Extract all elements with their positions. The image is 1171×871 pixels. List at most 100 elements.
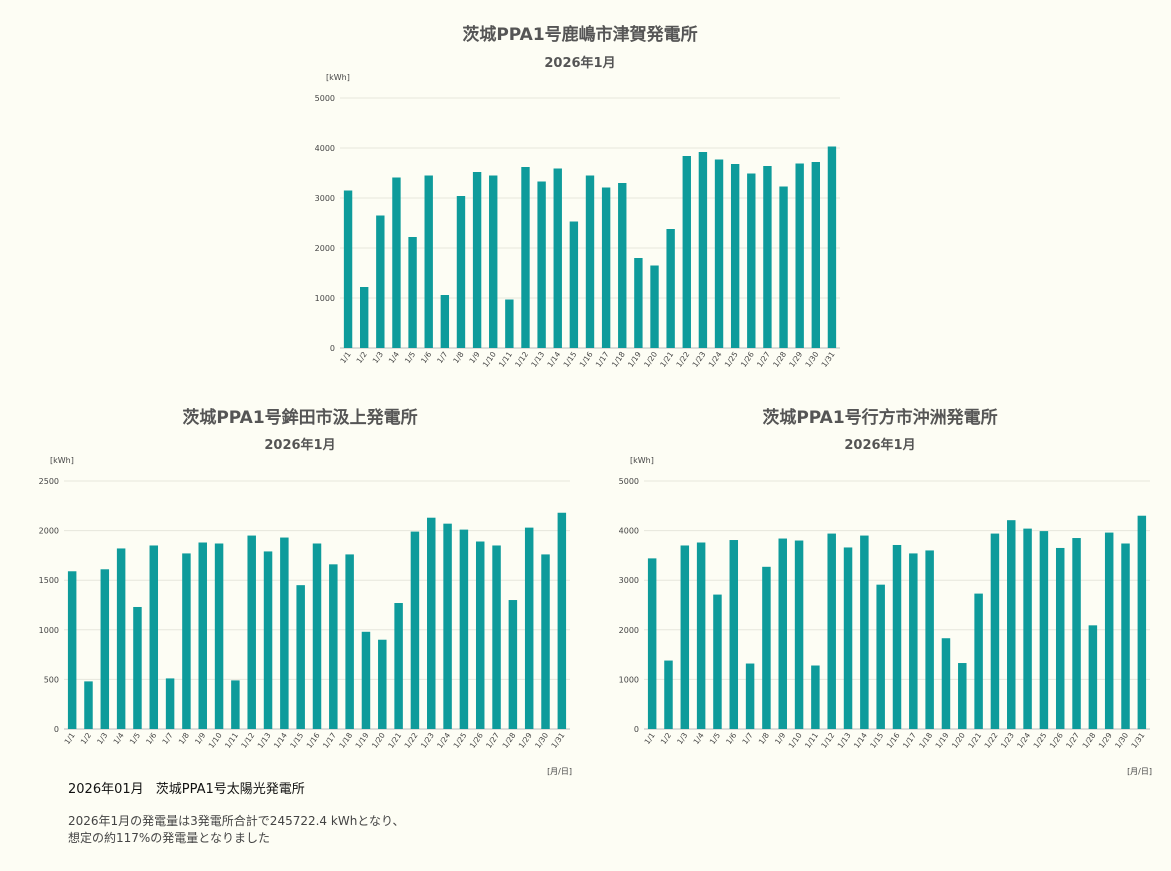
bar <box>214 543 224 729</box>
x-tick-label: 1/25 <box>1032 731 1049 750</box>
y-tick-label: 2000 <box>619 626 639 635</box>
x-tick-label: 1/19 <box>354 731 371 750</box>
x-tick-label: 1/4 <box>111 731 125 746</box>
bar <box>601 187 611 348</box>
bar <box>827 146 837 348</box>
bar <box>505 299 514 348</box>
y-tick-label: 1500 <box>39 576 59 585</box>
bar <box>762 566 771 729</box>
bar <box>557 512 567 729</box>
bar <box>537 181 546 348</box>
bar <box>811 665 820 729</box>
bar <box>634 258 643 348</box>
x-tick-label: 1/12 <box>819 731 836 750</box>
y-tick-label: 2500 <box>39 477 59 486</box>
bar <box>541 554 550 729</box>
x-tick-label: 1/30 <box>1113 731 1130 750</box>
x-tick-label: 1/28 <box>500 731 517 750</box>
bar <box>133 606 142 729</box>
bar <box>779 186 788 348</box>
bar <box>378 639 387 729</box>
summary-text: 2026年1月の発電量は3発電所合計で245722.4 kWhとなり、 想定の約… <box>68 813 404 847</box>
bar <box>876 584 885 729</box>
x-tick-label: 1/5 <box>708 731 722 746</box>
bar <box>1104 532 1114 729</box>
x-tick-label: 1/23 <box>419 731 436 750</box>
y-tick-label: 0 <box>634 725 639 734</box>
bar <box>361 631 371 729</box>
x-tick-label: 1/19 <box>934 731 951 750</box>
x-tick-label: 1/22 <box>674 350 691 369</box>
x-tick-label: 1/9 <box>467 350 481 365</box>
bar <box>247 535 256 729</box>
chart-subtitle: 2026年1月 <box>544 56 616 71</box>
summary-plant: 茨城PPA1号太陽光発電所 <box>155 782 305 797</box>
y-tick-label: 4000 <box>619 527 639 536</box>
bar <box>345 554 354 729</box>
bar <box>778 538 787 729</box>
bar <box>666 229 675 348</box>
bar <box>524 527 534 729</box>
bar <box>730 164 740 348</box>
bar <box>713 594 722 729</box>
bar <box>343 190 353 348</box>
y-tick-label: 0 <box>330 344 335 353</box>
x-tick-label: 1/3 <box>95 731 109 746</box>
bar <box>795 163 804 348</box>
x-tick-label: 1/7 <box>740 731 754 746</box>
bar <box>459 529 469 729</box>
x-tick-label: 1/30 <box>803 350 820 369</box>
x-tick-label: 1/11 <box>497 350 514 369</box>
y-tick-label: 500 <box>44 675 59 684</box>
y-tick-label: 5000 <box>315 94 335 103</box>
bar <box>990 533 1000 729</box>
bar <box>408 237 417 348</box>
x-tick-label: 1/3 <box>675 731 689 746</box>
bar <box>1055 547 1065 729</box>
bar <box>410 531 420 729</box>
x-tick-label: 1/8 <box>451 350 465 365</box>
x-tick-label: 1/18 <box>917 731 934 750</box>
x-tick-label: 1/21 <box>386 731 403 750</box>
y-tick-label: 3000 <box>315 194 335 203</box>
bar <box>1039 531 1049 729</box>
bar <box>67 571 77 729</box>
x-tick-label: 1/23 <box>691 350 708 369</box>
x-tick-label: 1/22 <box>983 731 1000 750</box>
bar <box>682 156 691 348</box>
x-tick-label: 1/10 <box>481 350 498 369</box>
bar <box>958 663 967 729</box>
summary-heading: 2026年01月 茨城PPA1号太陽光発電所 <box>68 778 404 797</box>
bar <box>860 535 869 729</box>
chart-title: 茨城PPA1号行方市沖洲発電所 <box>762 408 998 428</box>
bar <box>553 168 562 348</box>
y-tick-label: 0 <box>54 725 59 734</box>
x-tick-label: 1/15 <box>561 350 578 369</box>
x-tick-label: 1/16 <box>885 731 902 750</box>
x-tick-label: 1/21 <box>966 731 983 750</box>
x-tick-label: 1/5 <box>128 731 142 746</box>
bar <box>443 523 452 729</box>
bar <box>165 678 175 729</box>
x-tick-label: 1/15 <box>288 731 305 750</box>
x-tick-label: 1/5 <box>403 350 417 365</box>
y-tick-label: 5000 <box>619 477 639 486</box>
chart-kashima: 茨城PPA1号鹿嶋市津賀発電所 2026年1月 0 1000 2000 3000 400… <box>300 0 860 390</box>
y-tick-label: 1000 <box>619 675 639 684</box>
y-tick-label: 2000 <box>315 244 335 253</box>
summary-line-2: 想定の約117%の発電量となりました <box>68 831 270 845</box>
y-tick-label: 2000 <box>39 527 59 536</box>
x-tick-label: 1/26 <box>1048 731 1065 750</box>
y-tick-label: 3000 <box>619 576 639 585</box>
x-tick-label: 1/3 <box>371 350 385 365</box>
bar <box>974 593 983 729</box>
bar <box>427 517 436 729</box>
bar <box>892 544 902 729</box>
x-tick-label: 1/8 <box>757 731 771 746</box>
x-tick-label: 1/22 <box>403 731 420 750</box>
bar <box>296 585 305 729</box>
y-tick-label: 1000 <box>315 294 335 303</box>
chart-plot: 0 500 1000 1500 2000 2500 [kWh] 1/1 1/2 1/3 1/4 1/5… <box>39 456 572 776</box>
x-tick-label: 1/14 <box>272 731 289 750</box>
